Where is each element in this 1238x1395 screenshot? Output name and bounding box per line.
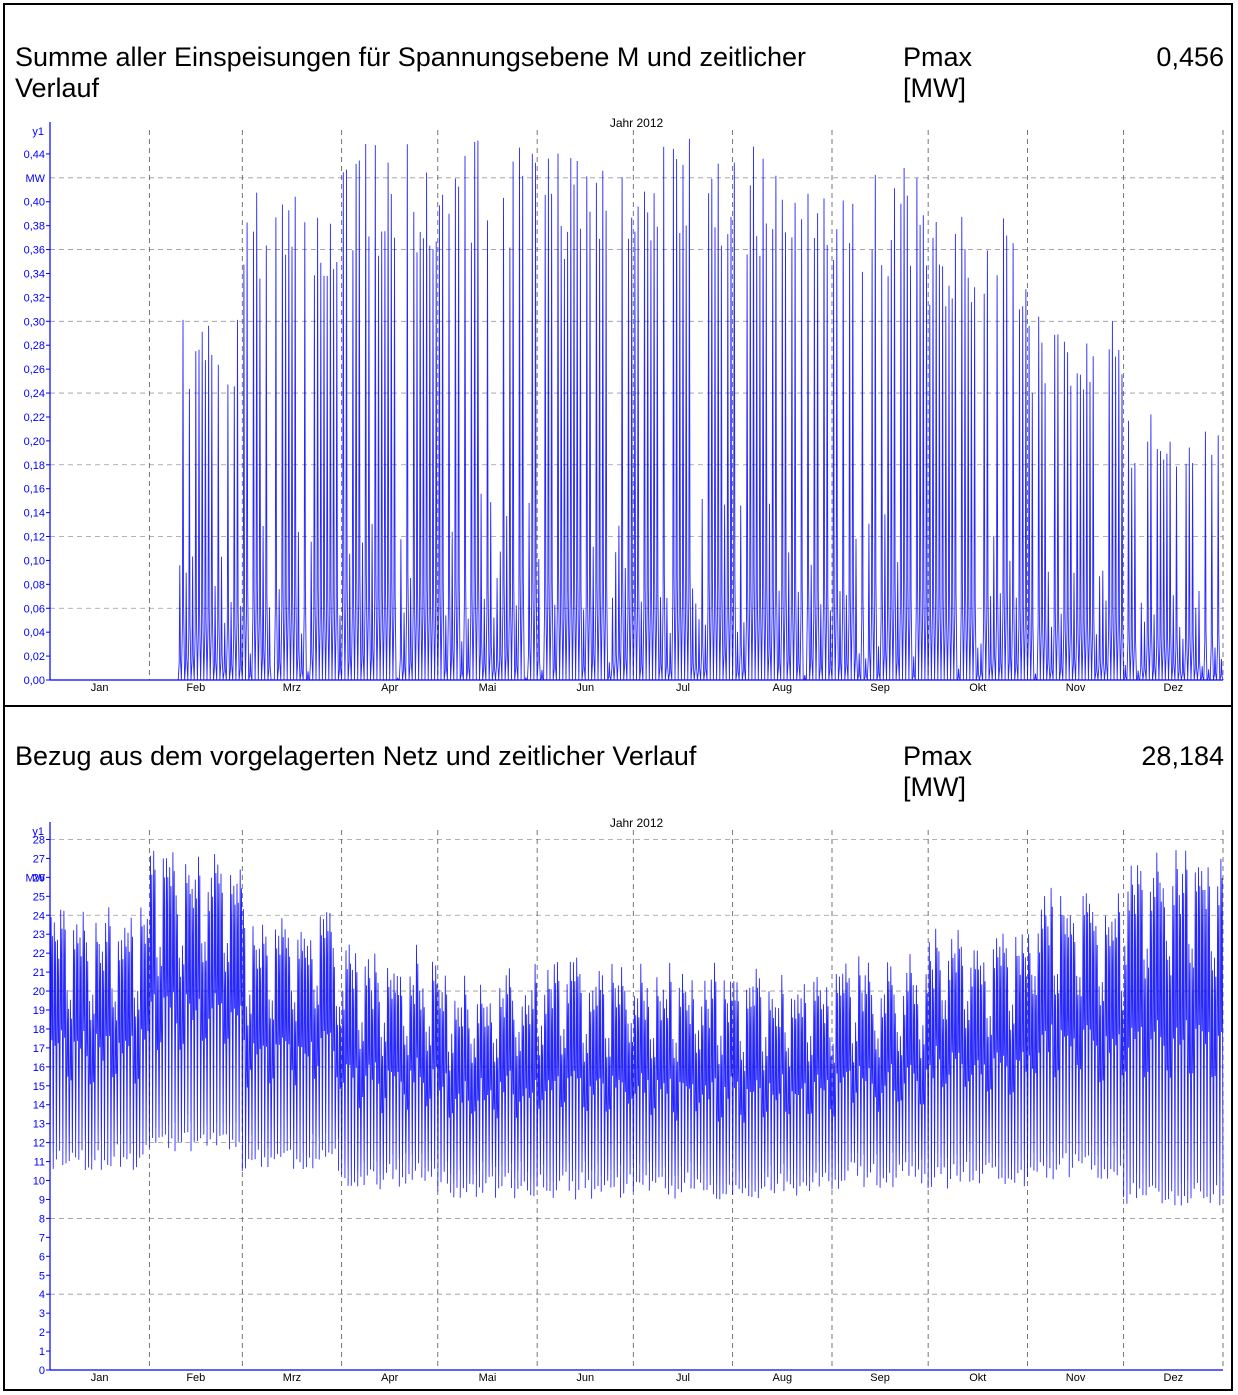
x-tick-label: Okt: [969, 682, 986, 694]
y-tick-label: 0,32: [24, 292, 45, 304]
y-tick-label: 21: [33, 967, 45, 979]
y-tick-label: 22: [33, 948, 45, 960]
x-tick-label: Jun: [576, 1372, 594, 1384]
x-tick-label: Jan: [91, 1372, 109, 1384]
y-tick-label: 0,06: [24, 603, 45, 615]
y-tick-label: 5: [39, 1270, 45, 1282]
panel1-title: Summe aller Einspeisungen für Spannungse…: [15, 42, 806, 103]
y-tick-label: 6: [39, 1251, 45, 1263]
y-tick-label: 11: [34, 1157, 45, 1169]
chart-title: Jahr 2012: [610, 116, 664, 130]
data-series-line: [49, 850, 1224, 1206]
y-tick-label: 0,16: [24, 484, 45, 496]
y-tick-label: 13: [33, 1119, 45, 1131]
y-axis-name: y1: [32, 126, 44, 138]
y-tick-label: 0,24: [24, 388, 45, 400]
y-tick-label: 0,00: [24, 675, 45, 687]
y-tick-label: 12: [33, 1138, 45, 1150]
x-tick-label: Jan: [91, 682, 109, 694]
chart-einspeisungen: Jahr 2012 y1 0,00 0,02 0,04 0,06 0,08 0,10 0,12 0…: [24, 116, 1224, 694]
x-tick-label: Feb: [186, 1372, 205, 1384]
panel2-title: Bezug aus dem vorgelagerten Netz und zei…: [15, 741, 697, 771]
y-tick-label: 15: [33, 1081, 45, 1093]
y-tick-label: 0: [39, 1365, 45, 1377]
y-tick-label: 0,22: [24, 412, 45, 424]
x-tick-label: Jun: [576, 682, 594, 694]
y-tick-label: 0,20: [24, 436, 45, 448]
y-tick-label: 0,34: [24, 268, 45, 280]
y-tick-label: 0,14: [24, 508, 45, 520]
data-series-line: [50, 138, 1224, 681]
panel2-pmax-label: Pmax [MW]: [903, 741, 973, 802]
panel-divider: [3, 705, 1233, 707]
x-tick-label: Jul: [676, 682, 690, 694]
y-tick-label: 3: [39, 1308, 45, 1320]
y-tick-label: 0,30: [24, 316, 45, 328]
x-tick-label: Aug: [773, 1372, 793, 1384]
y-tick-label: 0,12: [24, 532, 45, 544]
y-tick-label: 0,04: [24, 627, 45, 639]
x-tick-label: Mai: [479, 682, 497, 694]
x-tick-label: Feb: [186, 682, 205, 694]
y-tick-label: 26: [33, 872, 45, 884]
x-tick-label: Dez: [1164, 682, 1184, 694]
y-tick-label: 28: [33, 834, 45, 846]
y-tick-label: 10: [33, 1176, 45, 1188]
x-tick-label: Jul: [676, 1372, 690, 1384]
y-tick-label: 20: [33, 986, 45, 998]
report-frame: [3, 3, 1233, 1391]
y-tick-label: 18: [33, 1024, 45, 1036]
x-tick-label: Sep: [870, 1372, 890, 1384]
x-tick-label: Mrz: [283, 682, 301, 694]
y-tick-label: 0,44: [24, 149, 45, 161]
y-tick-label: 25: [33, 891, 45, 903]
y-tick-label: 1: [39, 1346, 45, 1358]
y-tick-label: 0,36: [24, 245, 45, 257]
x-tick-label: Nov: [1066, 1372, 1086, 1384]
y-tick-label: 0,18: [24, 460, 45, 472]
x-tick-label: Okt: [969, 1372, 986, 1384]
y-tick-label: 7: [39, 1232, 45, 1244]
y-tick-label: 24: [33, 910, 45, 922]
chart-title: Jahr 2012: [610, 816, 664, 830]
y-tick-label: 0,10: [24, 555, 45, 567]
panel1-pmax-label: Pmax [MW]: [903, 42, 973, 103]
y-tick-label: 14: [33, 1100, 45, 1112]
x-tick-label: Sep: [870, 682, 890, 694]
y-tick-label: 2: [39, 1327, 45, 1339]
x-tick-label: Aug: [773, 682, 793, 694]
x-tick-label: Mai: [479, 1372, 497, 1384]
y-tick-label: 23: [33, 929, 45, 941]
y-tick-label: 27: [33, 853, 45, 865]
x-tick-label: Nov: [1066, 682, 1086, 694]
y-tick-label: 0,08: [24, 579, 45, 591]
x-tick-label: Dez: [1164, 1372, 1184, 1384]
y-tick-label: 4: [39, 1289, 45, 1301]
y-tick-label: 0,38: [24, 221, 45, 233]
y-tick-label: 0,26: [24, 364, 45, 376]
y-tick-label: 16: [33, 1062, 45, 1074]
y-tick-label: 0,40: [24, 197, 45, 209]
x-tick-label: Apr: [381, 1372, 398, 1384]
y-tick-label: 9: [39, 1194, 45, 1206]
y-tick-label: 19: [33, 1005, 45, 1017]
y-axis-name: y1: [32, 826, 44, 838]
panel1-pmax-value: 0,456: [1156, 42, 1224, 72]
y-tick-label: 8: [39, 1213, 45, 1225]
y-unit-label: MW: [25, 173, 45, 185]
chart-bezug: Jahr 2012y101234567891011121314151617181…: [25, 816, 1224, 1384]
y-unit-label: MW: [25, 872, 45, 884]
y-tick-label: 17: [33, 1043, 45, 1055]
y-tick-label: 0,28: [24, 340, 45, 352]
x-tick-label: Mrz: [283, 1372, 301, 1384]
x-tick-label: Apr: [381, 682, 398, 694]
y-tick-label: 0,02: [24, 651, 45, 663]
panel2-pmax-value: 28,184: [1141, 741, 1224, 771]
